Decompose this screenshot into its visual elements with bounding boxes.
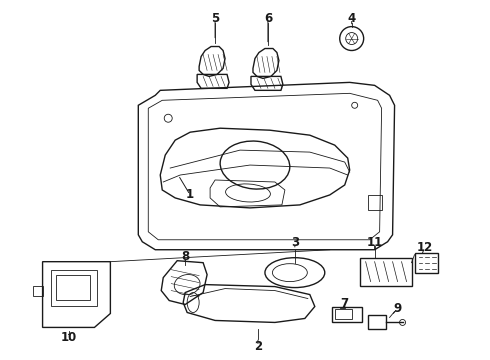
Text: 3: 3 [291, 236, 299, 249]
Text: 2: 2 [254, 340, 262, 353]
Text: 12: 12 [416, 241, 433, 254]
Text: 7: 7 [341, 297, 349, 310]
Text: 10: 10 [60, 331, 76, 344]
Text: 8: 8 [181, 250, 189, 263]
Text: 1: 1 [186, 188, 194, 202]
Text: 4: 4 [347, 12, 356, 25]
Text: 9: 9 [393, 302, 402, 315]
Text: 6: 6 [264, 12, 272, 25]
Text: 11: 11 [367, 236, 383, 249]
Text: 5: 5 [211, 12, 219, 25]
